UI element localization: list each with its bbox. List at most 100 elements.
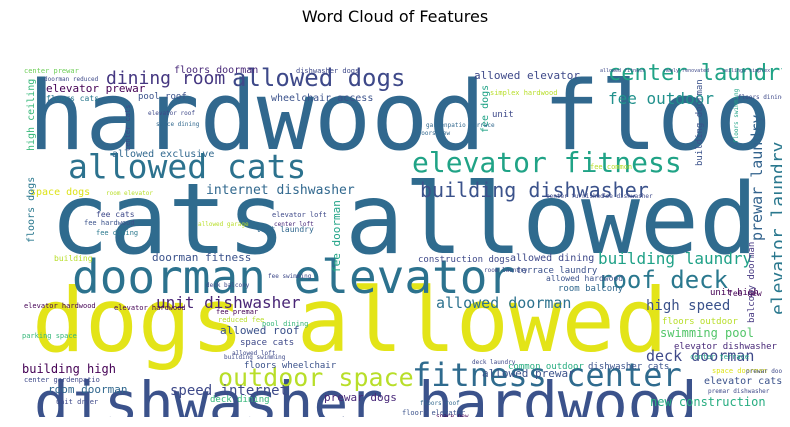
word-unit: unit bbox=[492, 110, 514, 120]
word-prewar-doorman: prewar doorman bbox=[746, 368, 782, 375]
word-fee-hardwood: fee hardwood bbox=[84, 219, 135, 227]
word-floors-dogs: floors dogs bbox=[26, 177, 37, 243]
word-fee-outdoor: fee outdoor bbox=[608, 89, 714, 108]
word-elevator-roof: elevator roof bbox=[148, 110, 195, 117]
word-floors-doorman: floors doorman bbox=[174, 65, 258, 76]
word-floors-outdoor: floors outdoor bbox=[662, 317, 738, 327]
word-building-laundry: building laundry bbox=[598, 249, 752, 268]
word-unit-high: unit high bbox=[710, 288, 759, 298]
word-dishwasher-hardwood: dishwasher hardwood bbox=[34, 369, 697, 417]
word-internet-dishwasher: internet dishwasher bbox=[206, 183, 355, 198]
word-prewar-laundry: prewar laundry bbox=[748, 115, 766, 241]
word-floors-cats: floors cats bbox=[46, 94, 99, 103]
word-unit-dishwasher: unit dishwasher bbox=[156, 293, 301, 312]
word-unit-dryer: unit dryer bbox=[56, 398, 98, 406]
word-center-prewar: center prewar bbox=[24, 67, 79, 75]
word-center-furnished: center furnished bbox=[546, 193, 604, 200]
word-prewar-dogs: prewar dogs bbox=[324, 391, 397, 404]
word-floors-swimming: floors swimming bbox=[733, 88, 740, 143]
word-deck-dining: deck dining bbox=[210, 395, 270, 405]
word-room-balcony: room balcony bbox=[558, 284, 624, 294]
word-allowed-loft: allowed loft bbox=[232, 350, 276, 357]
word-allowed-elevator: allowed elevator bbox=[474, 69, 580, 82]
word-building-swimming: building swimming bbox=[224, 354, 286, 361]
word-doorman-fitness: doorman fitness bbox=[152, 251, 251, 264]
word-parking-space: parking space bbox=[22, 332, 77, 340]
word-new-construction: new construction bbox=[650, 395, 766, 409]
word-simplex-hardwood: simplex hardwood bbox=[490, 89, 557, 97]
word-building-doorman: building doorman bbox=[695, 79, 705, 166]
word-allowed-cats: allowed cats bbox=[68, 147, 306, 186]
word-elevator-hardwood: elevator hardwood bbox=[114, 304, 186, 312]
word-dishwasher-dogs: dishwasher dogs bbox=[296, 67, 359, 75]
word-space-dining: space dining bbox=[156, 121, 200, 128]
word-construction-dogs: construction dogs bbox=[418, 255, 510, 265]
word-allowed-garage: allowed garage bbox=[198, 221, 249, 228]
word-fee-common: fee common bbox=[590, 163, 632, 171]
word-ceilings-simplex: ceilings simplex bbox=[722, 68, 770, 74]
word-building: building bbox=[54, 254, 93, 263]
word-loft-laundry: loft laundry bbox=[256, 225, 314, 234]
word-fee-premar: fee premar bbox=[216, 308, 258, 316]
word-newly-renovated: newly renovated bbox=[664, 68, 709, 74]
word-pool-roof: pool roof bbox=[138, 92, 187, 102]
word-elevator-prewar: elevator prewar bbox=[46, 82, 146, 95]
word-room-doorman: room doorman bbox=[48, 383, 127, 396]
word-space-doorman: space doorman bbox=[712, 367, 767, 375]
word-center-gardenpatio: center gardenpatio bbox=[24, 376, 100, 384]
word-deck-balcony: deck balcony bbox=[206, 282, 250, 289]
word-dining-room: dining room bbox=[106, 68, 225, 89]
word-doorman-reduced: doorman reduced bbox=[44, 76, 99, 83]
word-hardwood-floor: hardwood floor bbox=[28, 62, 782, 172]
word-floors-dining: floors dining bbox=[738, 94, 782, 101]
word-elevator-fitness: elevator fitness bbox=[412, 146, 682, 179]
word-fee-dogs: fee dogs bbox=[480, 85, 491, 133]
word-premar-dishwasher: premar dishwasher bbox=[708, 388, 770, 395]
word-allowed-roof: allowed roof bbox=[220, 324, 299, 337]
word-elevator-cats: elevator cats bbox=[704, 376, 782, 387]
word-floors-elevator: floors elevator bbox=[402, 409, 465, 417]
word-fee-doorman: fee doorman bbox=[330, 200, 343, 273]
word-dogs-allowed: dogs allowed bbox=[32, 269, 668, 372]
word-dishwasher-cats: dishwasher cats bbox=[588, 362, 669, 372]
word-outdoor-space: outdoor space bbox=[218, 363, 414, 392]
word-elevator-hardwood: elevator hardwood bbox=[24, 302, 96, 310]
word-deck-doorman: deck doorman bbox=[646, 347, 754, 365]
word-allowed-prewar: allowed prewar bbox=[482, 367, 575, 380]
word-common-outdoor: common outdoor bbox=[508, 362, 584, 372]
word-allowed-fitness: allowed fitness bbox=[600, 68, 645, 74]
word-fee-new: fee new bbox=[728, 289, 762, 298]
word-elevator-loft: elevator loft bbox=[272, 211, 327, 219]
word-pool-dining: pool dining bbox=[262, 320, 308, 328]
word-swimming-pool: swimming pool bbox=[660, 326, 754, 340]
word-room-elevator: room elevator bbox=[106, 190, 153, 197]
word-doorman-elevator: doorman elevator bbox=[72, 250, 515, 304]
word-deck-laundry: deck laundry bbox=[472, 359, 516, 366]
word-reduced-fee: reduced fee bbox=[218, 316, 264, 324]
word-balcony-doorman: balcony doorman bbox=[747, 242, 757, 323]
word-floors-roof: floors roof bbox=[420, 400, 460, 407]
word-fee-cats: fee cats bbox=[96, 210, 135, 219]
word-space-new: space new bbox=[436, 413, 469, 417]
word-fitness-center: fitness center bbox=[412, 356, 682, 394]
word-high-speed: high speed bbox=[646, 298, 730, 314]
word-allowed-exclusive: allowed exclusive bbox=[112, 149, 214, 160]
word-cloud-area: hardwood floor cats allowed dogs allowed di… bbox=[10, 33, 782, 417]
word-elevator-laundry: elevator laundry bbox=[768, 141, 782, 315]
word-space-cats: space cats bbox=[240, 338, 294, 348]
word-center-terrace: center terrace bbox=[690, 353, 749, 361]
word-space-dogs: space dogs bbox=[30, 187, 90, 198]
word-building-dishwasher: building dishwasher bbox=[420, 178, 649, 202]
word-cats-allowed: cats allowed bbox=[50, 163, 758, 277]
word-floors-wheelchair: floors wheelchair bbox=[244, 361, 337, 371]
chart-title: Word Cloud of Features bbox=[301, 7, 489, 26]
word-fee-dining: fee dining bbox=[96, 229, 138, 237]
word-floors-new: floors new bbox=[414, 130, 451, 137]
word-high-ceiling: high ceiling bbox=[26, 79, 37, 151]
word-room-laundry: room laundry bbox=[484, 267, 528, 274]
word-wheelchair-access: wheelchair access bbox=[271, 93, 373, 104]
word-allowed-hardwood: allowed hardwood bbox=[546, 274, 623, 283]
word-terrace-laundry: terrace laundry bbox=[516, 266, 598, 276]
word-building-high: building high bbox=[22, 362, 116, 376]
